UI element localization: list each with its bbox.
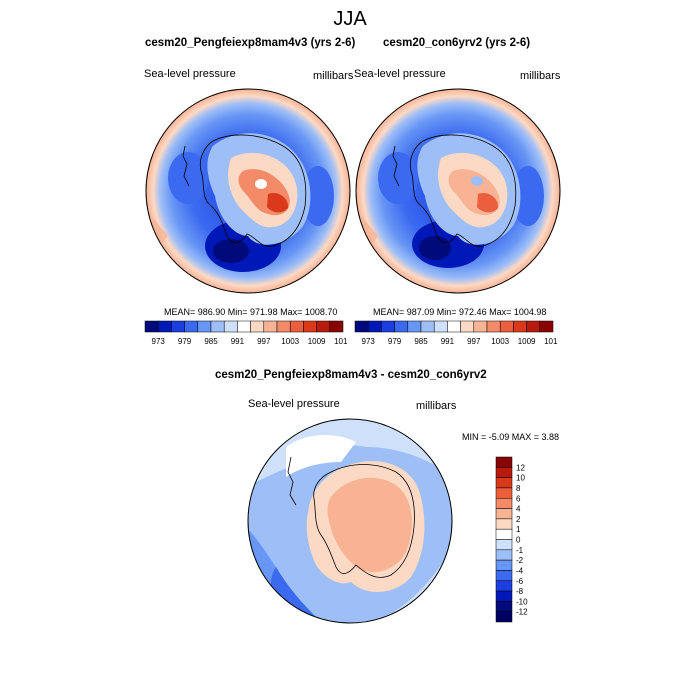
colorbar-tick-label: -12 — [516, 608, 528, 617]
colorbar-swatch — [354, 320, 369, 333]
colorbar-tick-label: 12 — [516, 463, 525, 472]
colorbar-tick-label: 1003 — [491, 337, 509, 346]
panel2-title: cesm20_con6yrv2 (yrs 2-6) — [383, 37, 531, 49]
colorbar-swatch — [495, 477, 513, 489]
colorbar-swatch — [381, 320, 395, 333]
colorbar-swatch — [460, 320, 475, 333]
colorbar-tick-label: -2 — [516, 556, 524, 565]
colorbar-swatch — [367, 320, 382, 333]
colorbar-swatch — [276, 320, 291, 333]
colorbar-tick-label: 1 — [516, 525, 521, 534]
colorbar-swatch — [420, 320, 435, 333]
colorbar-tick-label: 985 — [414, 337, 428, 346]
colorbar-swatch — [223, 320, 238, 333]
colorbar-swatch — [495, 467, 513, 478]
colorbar-swatch — [539, 320, 554, 333]
colorbar-swatch — [303, 320, 317, 333]
colorbar-swatch — [486, 320, 501, 333]
colorbar-swatch — [263, 320, 278, 333]
diff-stats: MIN = -5.09 MAX = 3.88 — [462, 432, 560, 442]
colorbar-tick-label: 1003 — [281, 337, 299, 346]
colorbar-swatch — [495, 539, 513, 551]
colorbar-swatch — [171, 320, 185, 333]
diff-panel-title: cesm20_Pengfeiexp8mam4v3 - cesm20_con6yr… — [215, 369, 487, 381]
colorbar-swatch — [329, 320, 344, 333]
colorbar-tick-label: 4 — [516, 505, 521, 514]
panel1-colorbar: 973 979 985 991 997 1003 1009 1015 — [144, 320, 348, 346]
colorbar-swatch — [237, 320, 251, 333]
colorbar-swatch — [289, 320, 304, 333]
colorbar-tick-label: 1015 — [544, 337, 558, 346]
colorbar-tick-label: -6 — [516, 577, 524, 586]
colorbar-swatch — [157, 320, 172, 333]
panel2-polar-map — [355, 88, 561, 294]
panel1-units-label: millibars — [313, 70, 354, 82]
colorbar-swatch — [499, 320, 514, 333]
colorbar-tick-label: 979 — [178, 337, 192, 346]
figure-title: JJA — [333, 8, 367, 30]
panel1-title: cesm20_Pengfeiexp8mam4v3 (yrs 2-6) — [145, 37, 356, 49]
colorbar-tick-label: 991 — [231, 337, 245, 346]
panel1-stats: MEAN= 986.90 Min= 971.98 Max= 1008.70 — [164, 307, 338, 317]
colorbar-swatch — [197, 320, 212, 333]
colorbar-swatch — [473, 320, 488, 333]
colorbar-tick-label: 1009 — [308, 337, 326, 346]
colorbar-tick-label: -4 — [516, 566, 524, 575]
colorbar-swatch — [495, 570, 513, 581]
colorbar-tick-label: 997 — [467, 337, 481, 346]
colorbar-tick-label: -10 — [516, 597, 528, 606]
colorbar-swatch — [407, 320, 422, 333]
panel1-field-label: Sea-level pressure — [144, 68, 236, 80]
colorbar-swatch — [210, 320, 225, 333]
diff-field-label: Sea-level pressure — [248, 398, 340, 410]
colorbar-swatch — [526, 320, 541, 333]
colorbar-swatch — [495, 487, 513, 499]
colorbar-swatch — [495, 528, 513, 540]
panel2-units-label: millibars — [520, 70, 561, 82]
colorbar-swatch — [495, 611, 513, 623]
colorbar-swatch — [513, 320, 527, 333]
colorbar-swatch — [495, 508, 513, 520]
colorbar-tick-label: -8 — [516, 587, 524, 596]
colorbar-tick-label: 973 — [152, 337, 166, 346]
colorbar-tick-label: 6 — [516, 494, 521, 503]
colorbar-tick-label: 8 — [516, 484, 521, 493]
colorbar-swatch — [495, 549, 513, 561]
colorbar-swatch — [495, 518, 513, 530]
colorbar-swatch — [495, 580, 513, 592]
colorbar-swatch — [316, 320, 331, 333]
colorbar-tick-label: 1015 — [334, 337, 348, 346]
colorbar-swatch — [144, 320, 159, 333]
colorbar-tick-label: 10 — [516, 474, 525, 483]
panel1-polar-map — [145, 88, 351, 294]
colorbar-tick-label: 991 — [441, 337, 455, 346]
colorbar-tick-label: 979 — [388, 337, 402, 346]
panel2-colorbar: 973 979 985 991 997 1003 1009 1015 — [354, 320, 558, 346]
panel2-stats: MEAN= 987.09 Min= 972.46 Max= 1004.98 — [373, 307, 547, 317]
colorbar-swatch — [250, 320, 265, 333]
colorbar-swatch — [495, 456, 513, 468]
colorbar-swatch — [495, 601, 513, 612]
panel2-field-label: Sea-level pressure — [354, 68, 446, 80]
colorbar-tick-label: 997 — [257, 337, 271, 346]
colorbar-swatch — [447, 320, 461, 333]
colorbar-tick-label: 985 — [204, 337, 218, 346]
diff-units-label: millibars — [416, 400, 457, 412]
colorbar-tick-label: -1 — [516, 546, 524, 555]
colorbar-swatch — [394, 320, 409, 333]
colorbar-tick-label: 2 — [516, 515, 521, 524]
colorbar-swatch — [495, 559, 513, 571]
colorbar-swatch — [495, 498, 513, 509]
colorbar-swatch — [495, 590, 513, 602]
diff-polar-map — [247, 418, 453, 624]
colorbar-tick-label: 1009 — [518, 337, 536, 346]
colorbar-swatch — [184, 320, 199, 333]
colorbar-tick-label: 973 — [362, 337, 376, 346]
colorbar-tick-label: 0 — [516, 536, 521, 545]
colorbar-swatch — [433, 320, 448, 333]
